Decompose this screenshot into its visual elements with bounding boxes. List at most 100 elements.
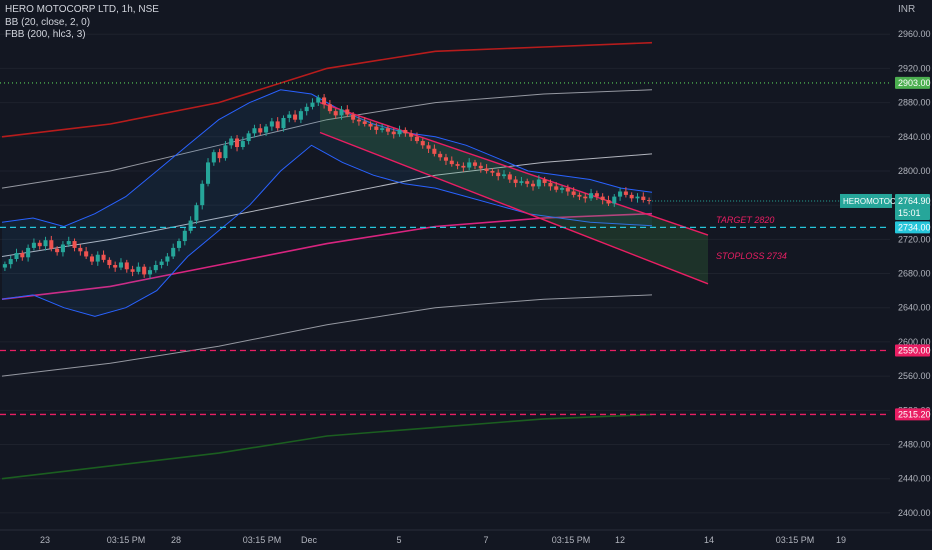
time-tick-label: 5 (396, 535, 401, 545)
fbb-basis-line (1, 153, 653, 257)
candle-body (606, 200, 611, 204)
price-axis: 2400.002440.002480.002520.002560.002600.… (840, 29, 931, 518)
channel-fill (320, 102, 708, 284)
grid (0, 33, 890, 514)
current-price-tag (895, 193, 930, 220)
countdown-value: 15:01 (898, 208, 921, 218)
time-tick-label: 19 (836, 535, 846, 545)
time-tick-label: 03:15 PM (776, 535, 815, 545)
candle-body (594, 193, 599, 197)
candle-body (612, 196, 617, 204)
candle-body (252, 128, 257, 134)
time-tick-label: 12 (615, 535, 625, 545)
candle-body (455, 164, 460, 166)
candle-body (287, 114, 292, 118)
currency-label: INR (898, 4, 916, 15)
candle-body (49, 240, 54, 249)
descending-channel: TARGET 2820 STOPLOSS 2734 (319, 101, 787, 285)
bb-lower-line (1, 144, 653, 317)
bb-upper-line (1, 89, 653, 228)
candle-body (258, 128, 263, 133)
candle-body (542, 179, 547, 183)
candle-body (66, 241, 71, 245)
candle-body (264, 126, 269, 133)
fbb-deep-outer-line (1, 413, 653, 480)
level-price-text: 2903.00 (898, 78, 931, 88)
price-tick-label: 2960.00 (898, 29, 931, 39)
candle-body (188, 220, 193, 231)
time-tick-label: 03:15 PM (243, 535, 282, 545)
candle-body (211, 152, 216, 163)
candle-body (20, 253, 25, 258)
candle-body (467, 162, 472, 168)
candle-body (385, 128, 390, 132)
stoploss-label: STOPLOSS 2734 (716, 251, 787, 261)
bollinger-bands (1, 89, 653, 317)
candle-body (281, 117, 286, 129)
fbb-upper-line (1, 89, 653, 189)
time-tick-label: 03:15 PM (107, 535, 146, 545)
candle-body (293, 114, 298, 120)
symbol-tag: HEROMOTOCO (843, 197, 902, 206)
candle-body (368, 123, 373, 127)
candle-body (548, 182, 553, 187)
legend-bb[interactable]: BB (20, close, 2, 0) (5, 16, 91, 28)
price-tick-label: 2600.00 (898, 337, 931, 347)
level-price-tag (895, 408, 930, 421)
candle-body (37, 242, 42, 247)
candle-body (246, 133, 251, 142)
candle-body (461, 165, 466, 168)
candle-body (513, 179, 518, 183)
legend-symbol[interactable]: HERO MOTOCORP LTD, 1h, NSE (5, 4, 159, 15)
time-tick-label: 03:15 PM (552, 535, 591, 545)
candle-body (409, 133, 414, 137)
candle-body (159, 261, 164, 265)
bb-fill (2, 89, 652, 317)
candle-body (223, 145, 228, 159)
candle-body (316, 97, 321, 103)
time-tick-label: Dec (301, 535, 318, 545)
candle-body (507, 174, 512, 180)
candle-body (240, 141, 245, 148)
candle-body (153, 265, 158, 271)
fbb-bands (1, 41, 653, 480)
time-tick-label: 14 (704, 535, 714, 545)
channel-upper-line (319, 101, 709, 236)
price-tick-label: 2440.00 (898, 474, 931, 484)
candle-body (583, 196, 588, 199)
candle-body (26, 247, 31, 258)
candle-body (147, 270, 153, 275)
candle-body (635, 196, 640, 199)
candle-body (327, 104, 332, 112)
candle-body (391, 131, 396, 135)
candle-body (310, 102, 315, 107)
level-price-text: 2734.00 (898, 222, 931, 232)
candle-body (275, 121, 280, 129)
fbb-lower-outer-line (1, 294, 653, 377)
time-tick-label: 28 (171, 535, 181, 545)
candle-body (101, 254, 106, 260)
candle-body (496, 172, 501, 177)
candle-body (420, 141, 425, 146)
target-label: TARGET 2820 (716, 215, 774, 225)
level-price-tag (895, 344, 930, 357)
candle-body (554, 186, 559, 190)
channel-lower-line (319, 131, 709, 285)
candle-body (31, 242, 36, 248)
candle-body (397, 129, 402, 135)
legend-fbb[interactable]: FBB (200, hlc3, 3) (5, 29, 86, 40)
candle-body (205, 162, 211, 184)
current-price-value: 2764.90 (898, 196, 931, 206)
candle-body (113, 265, 118, 268)
candle-body (107, 259, 112, 265)
level-price-tag (895, 76, 930, 89)
candle-body (472, 162, 478, 166)
candle-body (449, 160, 454, 165)
candle-body (374, 126, 379, 130)
candle-body (525, 181, 530, 184)
candle-body (322, 97, 327, 105)
candle-body (560, 188, 565, 190)
candle-body (8, 259, 13, 265)
candle-body (2, 264, 7, 268)
